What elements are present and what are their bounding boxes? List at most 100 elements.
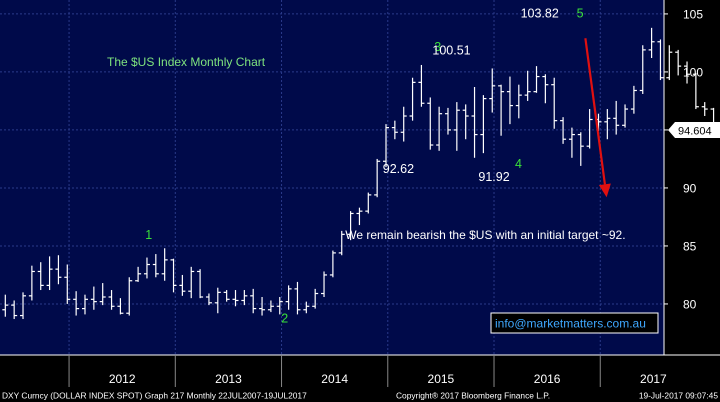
x-tick-label: 2012 xyxy=(109,372,136,386)
x-tick-label: 2016 xyxy=(534,372,561,386)
x-tick-label: 2013 xyxy=(215,372,242,386)
ohlc-bar xyxy=(365,192,372,214)
ohlc-bar xyxy=(630,85,637,114)
ohlc-bar xyxy=(577,132,584,166)
ohlc-bar xyxy=(444,107,451,135)
ohlc-bar xyxy=(684,61,691,84)
ohlc-bar xyxy=(73,291,80,316)
ohlc-bar xyxy=(312,288,319,309)
ohlc-bar xyxy=(436,106,443,151)
ohlc-bar xyxy=(11,300,18,320)
trend-arrow xyxy=(584,38,606,185)
ohlc-bar xyxy=(188,266,195,299)
ohlc-bar xyxy=(143,257,150,279)
ohlc-bar xyxy=(179,274,186,296)
ohlc-bar xyxy=(108,290,115,310)
ohlc-bar xyxy=(639,45,646,94)
ohlc-bar xyxy=(285,285,292,310)
y-tick-label: 105 xyxy=(683,7,703,21)
ohlc-bar xyxy=(259,296,266,316)
ohlc-bar xyxy=(462,104,469,140)
ohlc-bar xyxy=(586,109,593,149)
ohlc-bar xyxy=(622,104,629,128)
ohlc-bar xyxy=(294,281,301,315)
ohlc-bar xyxy=(46,256,53,291)
ohlc-bar xyxy=(692,73,699,110)
ohlc-bar xyxy=(551,77,558,129)
ohlc-bar xyxy=(135,266,142,282)
ohlc-bar xyxy=(471,87,478,158)
ohlc-bar xyxy=(20,292,27,320)
ohlc-bar xyxy=(506,76,513,125)
ohlc-bar xyxy=(170,258,177,293)
ohlc-bar xyxy=(374,158,381,198)
ohlc-bar xyxy=(223,290,230,302)
gridlines xyxy=(0,0,664,355)
arrow xyxy=(584,38,611,198)
ohlc-bar xyxy=(533,66,540,93)
ohlc-bar xyxy=(489,68,496,113)
ohlc-bar xyxy=(657,39,664,81)
footer-copyright: Copyright® 2017 Bloomberg Finance L.P. xyxy=(396,391,550,401)
ohlc-bar xyxy=(675,49,682,76)
ohlc-bar xyxy=(99,283,106,306)
ohlc-bar xyxy=(356,207,363,226)
last-value-marker: 94.604 xyxy=(668,122,720,138)
ohlc-bar xyxy=(276,296,283,315)
ohlc-bar xyxy=(701,102,708,117)
y-tick-label: 85 xyxy=(683,239,697,253)
ohlc-bar xyxy=(427,97,434,150)
ohlc-bar xyxy=(391,120,398,140)
value-label: 91.92 xyxy=(478,170,509,184)
ohlc-bar xyxy=(338,230,345,256)
ohlc-bar xyxy=(64,264,71,304)
contact-box[interactable]: info@marketmatters.com.au xyxy=(490,312,659,334)
ohlc-bar xyxy=(197,269,204,299)
ohlc-bar xyxy=(542,74,549,104)
ohlc-bar xyxy=(90,286,97,310)
wave-label: 4 xyxy=(515,157,522,171)
y-tick-label: 90 xyxy=(683,181,697,195)
ohlc-bar xyxy=(666,45,673,81)
ohlc-bar xyxy=(28,265,35,301)
x-axis-ticks: 2012 2013 2014 2015 2016 2017 xyxy=(0,354,720,387)
y-axis-panel xyxy=(664,0,720,355)
ohlc-bar xyxy=(524,70,531,101)
value-label: 92.62 xyxy=(383,162,414,176)
ohlc-bar xyxy=(55,255,62,285)
ohlc-bar xyxy=(37,262,44,291)
chart-title: The $US Index Monthly Chart xyxy=(107,55,266,69)
wave-label: 3 xyxy=(434,40,441,54)
trend-arrow-head xyxy=(598,183,611,198)
ohlc-bar xyxy=(400,106,407,142)
chart-annotations: 1 2 3 4 5 100.51 92.62 91.92 103.82 We remain bea… xyxy=(145,6,625,325)
last-value-tag xyxy=(668,122,720,138)
price-bars xyxy=(2,27,717,320)
ohlc-bar xyxy=(2,294,9,317)
ohlc-bar xyxy=(161,248,168,281)
ohlc-bar xyxy=(241,290,248,306)
ohlc-bar xyxy=(126,277,133,316)
x-tick-label: 2017 xyxy=(640,372,667,386)
footer-instrument: DXY Curncy (DOLLAR INDEX SPOT) Graph 217… xyxy=(2,391,307,401)
ohlc-bar xyxy=(383,124,390,168)
ohlc-bar xyxy=(648,27,655,59)
ohlc-bar xyxy=(303,301,310,314)
footer-timestamp: 19-Jul-2017 09:07:45 xyxy=(639,391,718,401)
value-label: 103.82 xyxy=(521,6,559,20)
wave-label: 1 xyxy=(145,228,152,242)
y-tick-label: 80 xyxy=(683,297,697,311)
ohlc-bar xyxy=(409,77,416,121)
ohlc-bar xyxy=(568,127,575,158)
ohlc-bar xyxy=(418,64,425,107)
contact-box-frame xyxy=(490,312,659,334)
contact-email-link[interactable]: info@marketmatters.com.au xyxy=(495,317,646,331)
plot-area xyxy=(0,0,664,355)
value-label: 100.51 xyxy=(432,44,470,58)
footer-bar xyxy=(0,388,720,402)
ohlc-bar xyxy=(329,250,336,278)
ohlc-bar xyxy=(604,109,611,140)
last-value-label: 94.604 xyxy=(678,126,712,138)
ohlc-bar xyxy=(347,211,354,241)
